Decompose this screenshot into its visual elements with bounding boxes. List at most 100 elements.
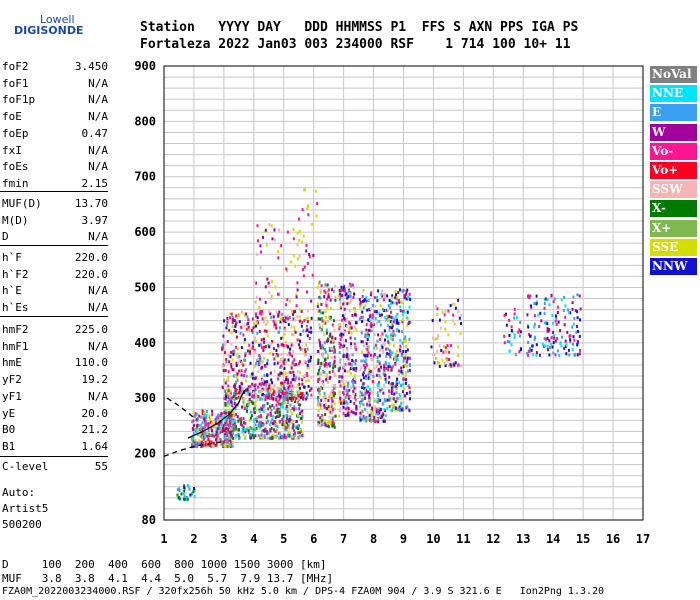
echo-point [245, 312, 248, 316]
echo-point [389, 355, 392, 359]
echo-point [375, 310, 378, 314]
echo-point [337, 294, 340, 298]
echo-point [437, 360, 439, 364]
echo-point [398, 405, 401, 409]
echo-point [392, 365, 395, 369]
echo-point [290, 436, 293, 440]
echo-point [235, 425, 237, 429]
echo-point [346, 370, 349, 374]
echo-point [399, 288, 401, 292]
echo-point [392, 406, 395, 410]
echo-point [373, 418, 376, 422]
echo-point [380, 344, 383, 348]
echo-point [269, 421, 272, 425]
echo-point [343, 344, 346, 348]
echo-point [334, 298, 337, 302]
echo-point [393, 408, 396, 412]
echo-point [370, 293, 372, 297]
legend-item: Vo- [650, 142, 697, 160]
echo-point [198, 423, 201, 427]
echo-point [256, 398, 259, 401]
echo-point [383, 398, 386, 401]
echo-point [327, 362, 330, 366]
echo-point [448, 358, 451, 361]
echo-point [258, 425, 261, 429]
echo-point [263, 320, 265, 324]
echo-point [352, 389, 355, 393]
echo-point [289, 260, 292, 264]
echo-point [296, 281, 299, 285]
echo-point [339, 300, 342, 304]
echo-point [278, 330, 281, 334]
echo-point [301, 240, 304, 244]
echo-point [283, 386, 286, 390]
echo-point [201, 421, 204, 425]
echo-point [223, 411, 226, 415]
echo-point [205, 445, 208, 449]
echo-point [573, 338, 576, 342]
y-tick-label: 900 [134, 59, 156, 73]
echo-point [297, 424, 300, 428]
echo-point [387, 340, 390, 344]
echo-point [210, 444, 213, 448]
echo-point [261, 387, 264, 391]
y-tick-label: 400 [134, 336, 156, 350]
echo-point [460, 322, 462, 325]
echo-point [274, 411, 277, 415]
echo-point [301, 382, 304, 386]
echo-point [275, 326, 278, 330]
echo-point [241, 423, 244, 427]
echo-point [350, 298, 352, 302]
echo-point [260, 429, 263, 433]
echo-point [352, 296, 355, 299]
echo-point [354, 374, 357, 378]
echo-point [342, 412, 345, 416]
echo-point [244, 352, 247, 355]
echo-point [306, 328, 309, 332]
param-row: B1 1.64 [2, 440, 108, 457]
echo-point [359, 390, 362, 394]
echo-point [215, 443, 218, 447]
y-tick-label: 800 [134, 114, 156, 128]
echo-point [371, 414, 374, 418]
echo-point [409, 397, 411, 401]
echo-point [216, 434, 219, 438]
echo-point [253, 418, 256, 422]
echo-point [178, 489, 181, 492]
echo-point [245, 393, 248, 397]
echo-point [225, 421, 228, 424]
echo-point [365, 363, 368, 367]
echo-point [372, 316, 375, 320]
echo-point [363, 418, 366, 422]
echo-point [447, 309, 450, 313]
echo-point [207, 422, 210, 426]
echo-point [243, 407, 246, 410]
echo-point [294, 394, 297, 398]
echo-point [374, 304, 377, 308]
echo-point [223, 341, 226, 344]
param-name: foEs [2, 160, 29, 174]
echo-point [351, 353, 354, 357]
echo-point [387, 362, 390, 366]
echo-point [447, 333, 450, 337]
echo-point [312, 254, 315, 257]
echo-point [294, 330, 297, 334]
param-row: B0 21.2 [2, 423, 108, 440]
echo-point [248, 387, 251, 391]
echo-point [360, 331, 363, 335]
echo-point [320, 328, 323, 332]
echo-point [288, 434, 291, 438]
echo-point [383, 329, 386, 333]
echo-point [300, 324, 303, 328]
echo-point [269, 429, 272, 433]
echo-point [360, 400, 363, 404]
echo-point [305, 249, 308, 253]
param-value: 1.64 [81, 439, 109, 453]
echo-point [339, 333, 341, 337]
echo-point [349, 395, 352, 399]
echo-point [530, 348, 533, 352]
echo-point [579, 307, 582, 311]
echo-point [392, 338, 394, 342]
echo-point [321, 414, 324, 418]
x-tick-label: 15 [576, 532, 590, 546]
